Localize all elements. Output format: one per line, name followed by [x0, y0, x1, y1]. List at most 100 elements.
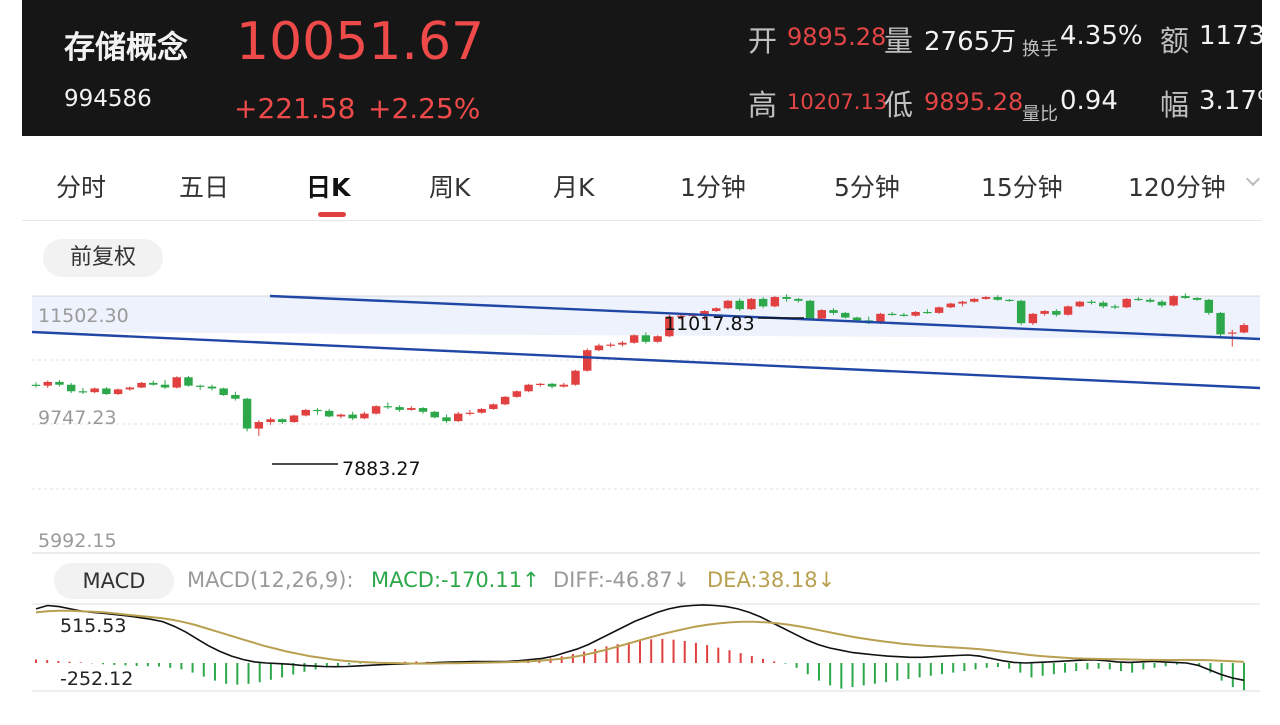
- candle-body: [313, 409, 322, 412]
- more-periods-chevron-icon[interactable]: [1245, 171, 1261, 187]
- candle-body: [1169, 296, 1178, 306]
- candle-body: [184, 377, 193, 386]
- candle-body: [453, 413, 463, 422]
- candle-body: [571, 370, 580, 385]
- candle-body: [1087, 301, 1096, 303]
- candle-body: [676, 315, 686, 317]
- candle-body: [606, 344, 615, 346]
- tab-daily-k[interactable]: 日K: [306, 173, 351, 202]
- candle-body: [1028, 313, 1038, 324]
- candle-body: [700, 311, 709, 315]
- tab-5min[interactable]: 5分钟: [834, 173, 900, 202]
- macd-chart[interactable]: 515.53 -252.12: [0, 600, 1280, 700]
- candle-body: [1005, 299, 1014, 302]
- candle-body: [594, 345, 604, 351]
- candle-body: [852, 317, 862, 321]
- tab-intraday[interactable]: 分时: [56, 173, 107, 202]
- candle-body: [1192, 297, 1202, 300]
- candle-body: [735, 300, 744, 310]
- candle-body: [418, 408, 428, 412]
- candle-body: [477, 408, 486, 413]
- candle-body: [970, 298, 979, 302]
- indicator-select-button[interactable]: MACD: [54, 563, 174, 599]
- amplitude-value: 3.17%: [1199, 86, 1262, 116]
- candle-body: [536, 383, 545, 385]
- tab-15min[interactable]: 15分钟: [981, 173, 1063, 202]
- candle-body: [1228, 332, 1237, 334]
- high-value: 10207.13: [787, 90, 888, 114]
- dea-value: DEA:38.18↓: [707, 568, 836, 592]
- candle-body: [1145, 299, 1155, 302]
- candle-body: [172, 377, 181, 388]
- candle-body: [149, 382, 158, 385]
- volume-value: 2765万: [924, 27, 1017, 57]
- candle-body: [887, 313, 897, 316]
- candle-body: [207, 386, 217, 389]
- candle-body: [876, 313, 885, 324]
- candle-body: [254, 422, 264, 429]
- candle-body: [125, 387, 135, 390]
- candle-body: [794, 298, 803, 301]
- candle-body: [1181, 296, 1190, 298]
- tab-weekly-k[interactable]: 周K: [429, 173, 471, 202]
- tab-1min[interactable]: 1分钟: [680, 173, 746, 202]
- adjust-forward-button[interactable]: 前复权: [43, 239, 163, 277]
- tab-120min[interactable]: 120分钟: [1128, 173, 1226, 202]
- candle-body: [829, 310, 838, 313]
- macd-params: MACD(12,26,9):: [187, 568, 354, 592]
- stock-name: 存储概念: [64, 30, 188, 66]
- tab-five-day[interactable]: 五日: [179, 173, 230, 202]
- candle-body: [747, 298, 756, 310]
- candle-body: [665, 316, 674, 337]
- candle-body: [547, 383, 557, 387]
- candle-body: [324, 410, 334, 417]
- candle-body: [1052, 311, 1061, 315]
- candle-body: [266, 419, 275, 423]
- tab-monthly-k[interactable]: 月K: [553, 173, 595, 202]
- candle-body: [583, 350, 592, 371]
- active-tab-indicator: [318, 212, 346, 217]
- period-tabs: 分时 五日 日K 周K 月K 1分钟 5分钟 15分钟 120分钟: [22, 150, 1262, 221]
- candle-body: [1134, 298, 1143, 301]
- low-label: 低: [884, 88, 914, 122]
- candlestick-chart[interactable]: 11502.30 9747.23 5992.15 11017.83 7883.2…: [0, 290, 1280, 560]
- last-price: 10051.67: [236, 12, 485, 72]
- macd-bars-group: [35, 639, 1245, 691]
- candle-body: [137, 382, 146, 388]
- candle-body: [629, 335, 639, 343]
- candle-body: [641, 335, 651, 342]
- amount-label: 额: [1160, 24, 1190, 58]
- candle-body: [430, 411, 439, 418]
- candle-body: [618, 342, 627, 345]
- candle-body: [805, 300, 815, 319]
- y-axis-mid-label: 9747.23: [38, 407, 117, 429]
- candle-body: [1040, 311, 1049, 314]
- candle-body: [1239, 325, 1249, 333]
- candle-body: [1016, 300, 1026, 324]
- candle-body: [524, 384, 533, 392]
- candle-body: [242, 398, 252, 429]
- candle-body: [1063, 306, 1073, 315]
- candle-body: [195, 385, 205, 387]
- macd-y-bottom-label: -252.12: [60, 668, 133, 690]
- candle-body: [66, 384, 76, 392]
- candle-body: [336, 414, 346, 417]
- candle-body: [407, 408, 416, 410]
- price-change: +221.58: [234, 92, 356, 125]
- volume-label: 量: [884, 24, 914, 58]
- low-value: 9895.28: [924, 88, 1024, 116]
- turnover-value: 4.35%: [1060, 21, 1143, 51]
- candle-body: [278, 419, 287, 423]
- candle-body: [958, 301, 967, 304]
- price-change-pct: +2.25%: [368, 92, 481, 125]
- candle-body: [500, 396, 510, 405]
- channel-lower-line: [31, 330, 1261, 390]
- candle-body: [289, 415, 299, 423]
- candle-body: [301, 409, 310, 416]
- candle-body: [993, 297, 1002, 300]
- high-label: 高: [748, 88, 778, 122]
- stock-code: 994586: [64, 86, 152, 112]
- candle-body: [383, 406, 393, 408]
- high-marker-label: 11017.83: [664, 313, 755, 335]
- diff-value: DIFF:-46.87↓: [553, 568, 691, 592]
